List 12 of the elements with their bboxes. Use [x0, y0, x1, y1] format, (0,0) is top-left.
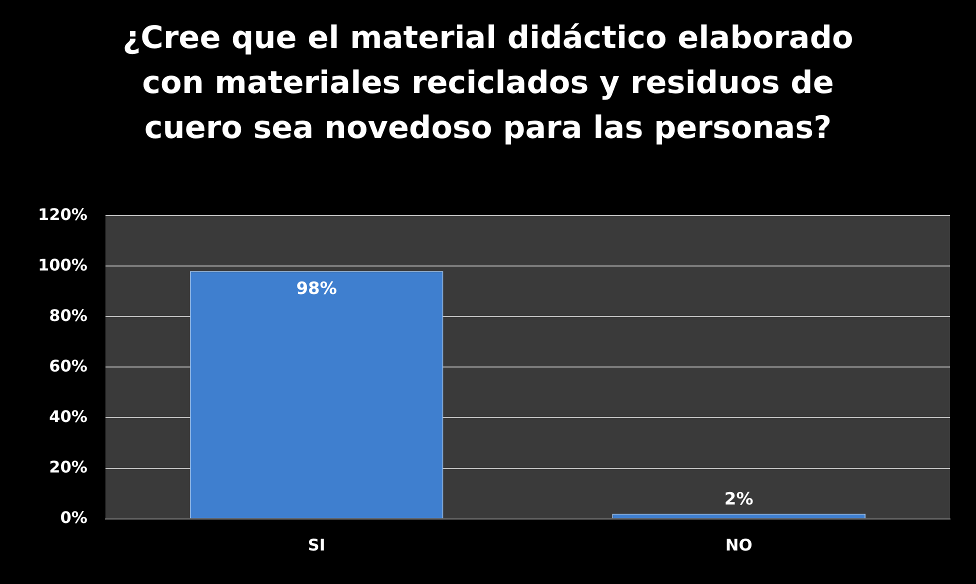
- x-tick-label: NO: [725, 536, 752, 555]
- data-label: 2%: [724, 490, 754, 510]
- y-tick-label: 0%: [60, 508, 88, 527]
- y-tick-label: 120%: [38, 204, 88, 224]
- y-tick-label: 40%: [49, 406, 88, 426]
- y-tick-label: 60%: [49, 356, 88, 376]
- y-tick-label: 80%: [49, 306, 88, 325]
- data-label: 98%: [296, 279, 337, 300]
- x-tick-label: SI: [308, 536, 326, 555]
- chart-title: ¿Cree que el material didáctico elaborado con materiales reciclados y residuos de cuero sea novedoso para las personas?: [122, 19, 854, 148]
- y-tick-label: 100%: [38, 255, 88, 274]
- y-tick-label: 20%: [49, 457, 88, 476]
